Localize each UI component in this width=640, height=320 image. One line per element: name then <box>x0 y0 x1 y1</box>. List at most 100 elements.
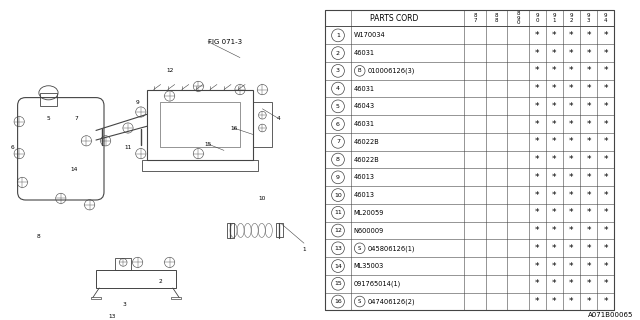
Text: *: * <box>586 226 591 235</box>
Text: 5: 5 <box>336 104 340 109</box>
Text: *: * <box>569 244 573 253</box>
Text: *: * <box>552 226 557 235</box>
Text: *: * <box>604 155 608 164</box>
Text: *: * <box>586 66 591 75</box>
Text: *: * <box>535 261 540 270</box>
Text: 9
1: 9 1 <box>552 13 556 23</box>
Text: *: * <box>535 244 540 253</box>
Text: *: * <box>535 155 540 164</box>
Text: *: * <box>552 297 557 306</box>
Text: 46022B: 46022B <box>354 156 380 163</box>
Text: *: * <box>586 49 591 58</box>
Text: *: * <box>535 31 540 40</box>
Text: *: * <box>586 155 591 164</box>
Text: 9: 9 <box>136 100 140 105</box>
Text: *: * <box>552 261 557 270</box>
Text: *: * <box>552 102 557 111</box>
Text: *: * <box>569 208 573 217</box>
Text: 15: 15 <box>334 281 342 286</box>
Text: 4: 4 <box>276 116 280 121</box>
Text: *: * <box>552 155 557 164</box>
Text: FIG 071-3: FIG 071-3 <box>208 39 242 44</box>
Bar <box>96 270 176 288</box>
Text: A071B00065: A071B00065 <box>588 312 634 318</box>
Text: *: * <box>604 226 608 235</box>
Text: *: * <box>569 102 573 111</box>
Text: *: * <box>586 102 591 111</box>
Text: *: * <box>604 279 608 288</box>
Text: *: * <box>586 84 591 93</box>
Text: *: * <box>569 297 573 306</box>
Bar <box>115 258 131 270</box>
Text: *: * <box>586 191 591 200</box>
Text: 15: 15 <box>204 141 212 147</box>
Text: 010006126(3): 010006126(3) <box>367 68 415 74</box>
Text: *: * <box>586 244 591 253</box>
Text: 5: 5 <box>46 116 50 121</box>
Text: *: * <box>552 137 557 146</box>
Bar <box>40 93 58 106</box>
Text: 10: 10 <box>334 193 342 197</box>
Text: ML20059: ML20059 <box>354 210 384 216</box>
Text: 8
8: 8 8 <box>495 13 499 23</box>
Text: *: * <box>569 31 573 40</box>
Text: *: * <box>586 208 591 217</box>
Text: 8
9
0: 8 9 0 <box>516 11 520 25</box>
Text: 9
0: 9 0 <box>536 13 539 23</box>
Text: *: * <box>569 155 573 164</box>
Bar <box>253 102 272 147</box>
Text: *: * <box>552 191 557 200</box>
Text: 10: 10 <box>259 196 266 201</box>
Text: 13: 13 <box>334 246 342 251</box>
Text: 46013: 46013 <box>354 192 375 198</box>
Text: *: * <box>535 49 540 58</box>
Text: *: * <box>604 173 608 182</box>
Text: S: S <box>358 299 362 304</box>
Text: *: * <box>569 279 573 288</box>
Text: 11: 11 <box>334 210 342 215</box>
Text: *: * <box>604 244 608 253</box>
Text: *: * <box>552 244 557 253</box>
Text: *: * <box>604 49 608 58</box>
Text: 3: 3 <box>123 301 127 307</box>
Text: 46031: 46031 <box>354 86 375 92</box>
Text: *: * <box>569 173 573 182</box>
Text: 3: 3 <box>336 68 340 73</box>
Text: *: * <box>604 66 608 75</box>
Text: 12: 12 <box>166 68 173 73</box>
Text: *: * <box>535 102 540 111</box>
Text: *: * <box>535 297 540 306</box>
Text: 8: 8 <box>336 157 340 162</box>
Text: 14: 14 <box>70 167 77 172</box>
Text: *: * <box>552 49 557 58</box>
Text: 9
3: 9 3 <box>587 13 590 23</box>
Bar <box>91 297 100 299</box>
Text: 4: 4 <box>336 86 340 91</box>
Text: 46031: 46031 <box>354 50 375 56</box>
Text: 8
7: 8 7 <box>474 13 477 23</box>
Text: *: * <box>552 66 557 75</box>
Text: *: * <box>604 120 608 129</box>
Text: S: S <box>358 246 362 251</box>
Text: 047406126(2): 047406126(2) <box>367 298 415 305</box>
Text: 1: 1 <box>336 33 340 38</box>
Text: 14: 14 <box>334 264 342 268</box>
Text: *: * <box>604 191 608 200</box>
Text: 9: 9 <box>336 175 340 180</box>
Text: 7: 7 <box>75 116 79 121</box>
Text: *: * <box>535 173 540 182</box>
Text: 11: 11 <box>124 145 132 150</box>
Text: *: * <box>604 208 608 217</box>
Text: *: * <box>552 208 557 217</box>
Text: 9
2: 9 2 <box>570 13 573 23</box>
Text: 16: 16 <box>334 299 342 304</box>
Text: 16: 16 <box>230 125 237 131</box>
Text: *: * <box>569 191 573 200</box>
Text: *: * <box>535 191 540 200</box>
Text: 6: 6 <box>336 122 340 127</box>
Text: 46013: 46013 <box>354 174 375 180</box>
Text: *: * <box>569 261 573 270</box>
Text: *: * <box>604 297 608 306</box>
Text: 13: 13 <box>108 314 116 319</box>
Bar <box>227 223 234 238</box>
